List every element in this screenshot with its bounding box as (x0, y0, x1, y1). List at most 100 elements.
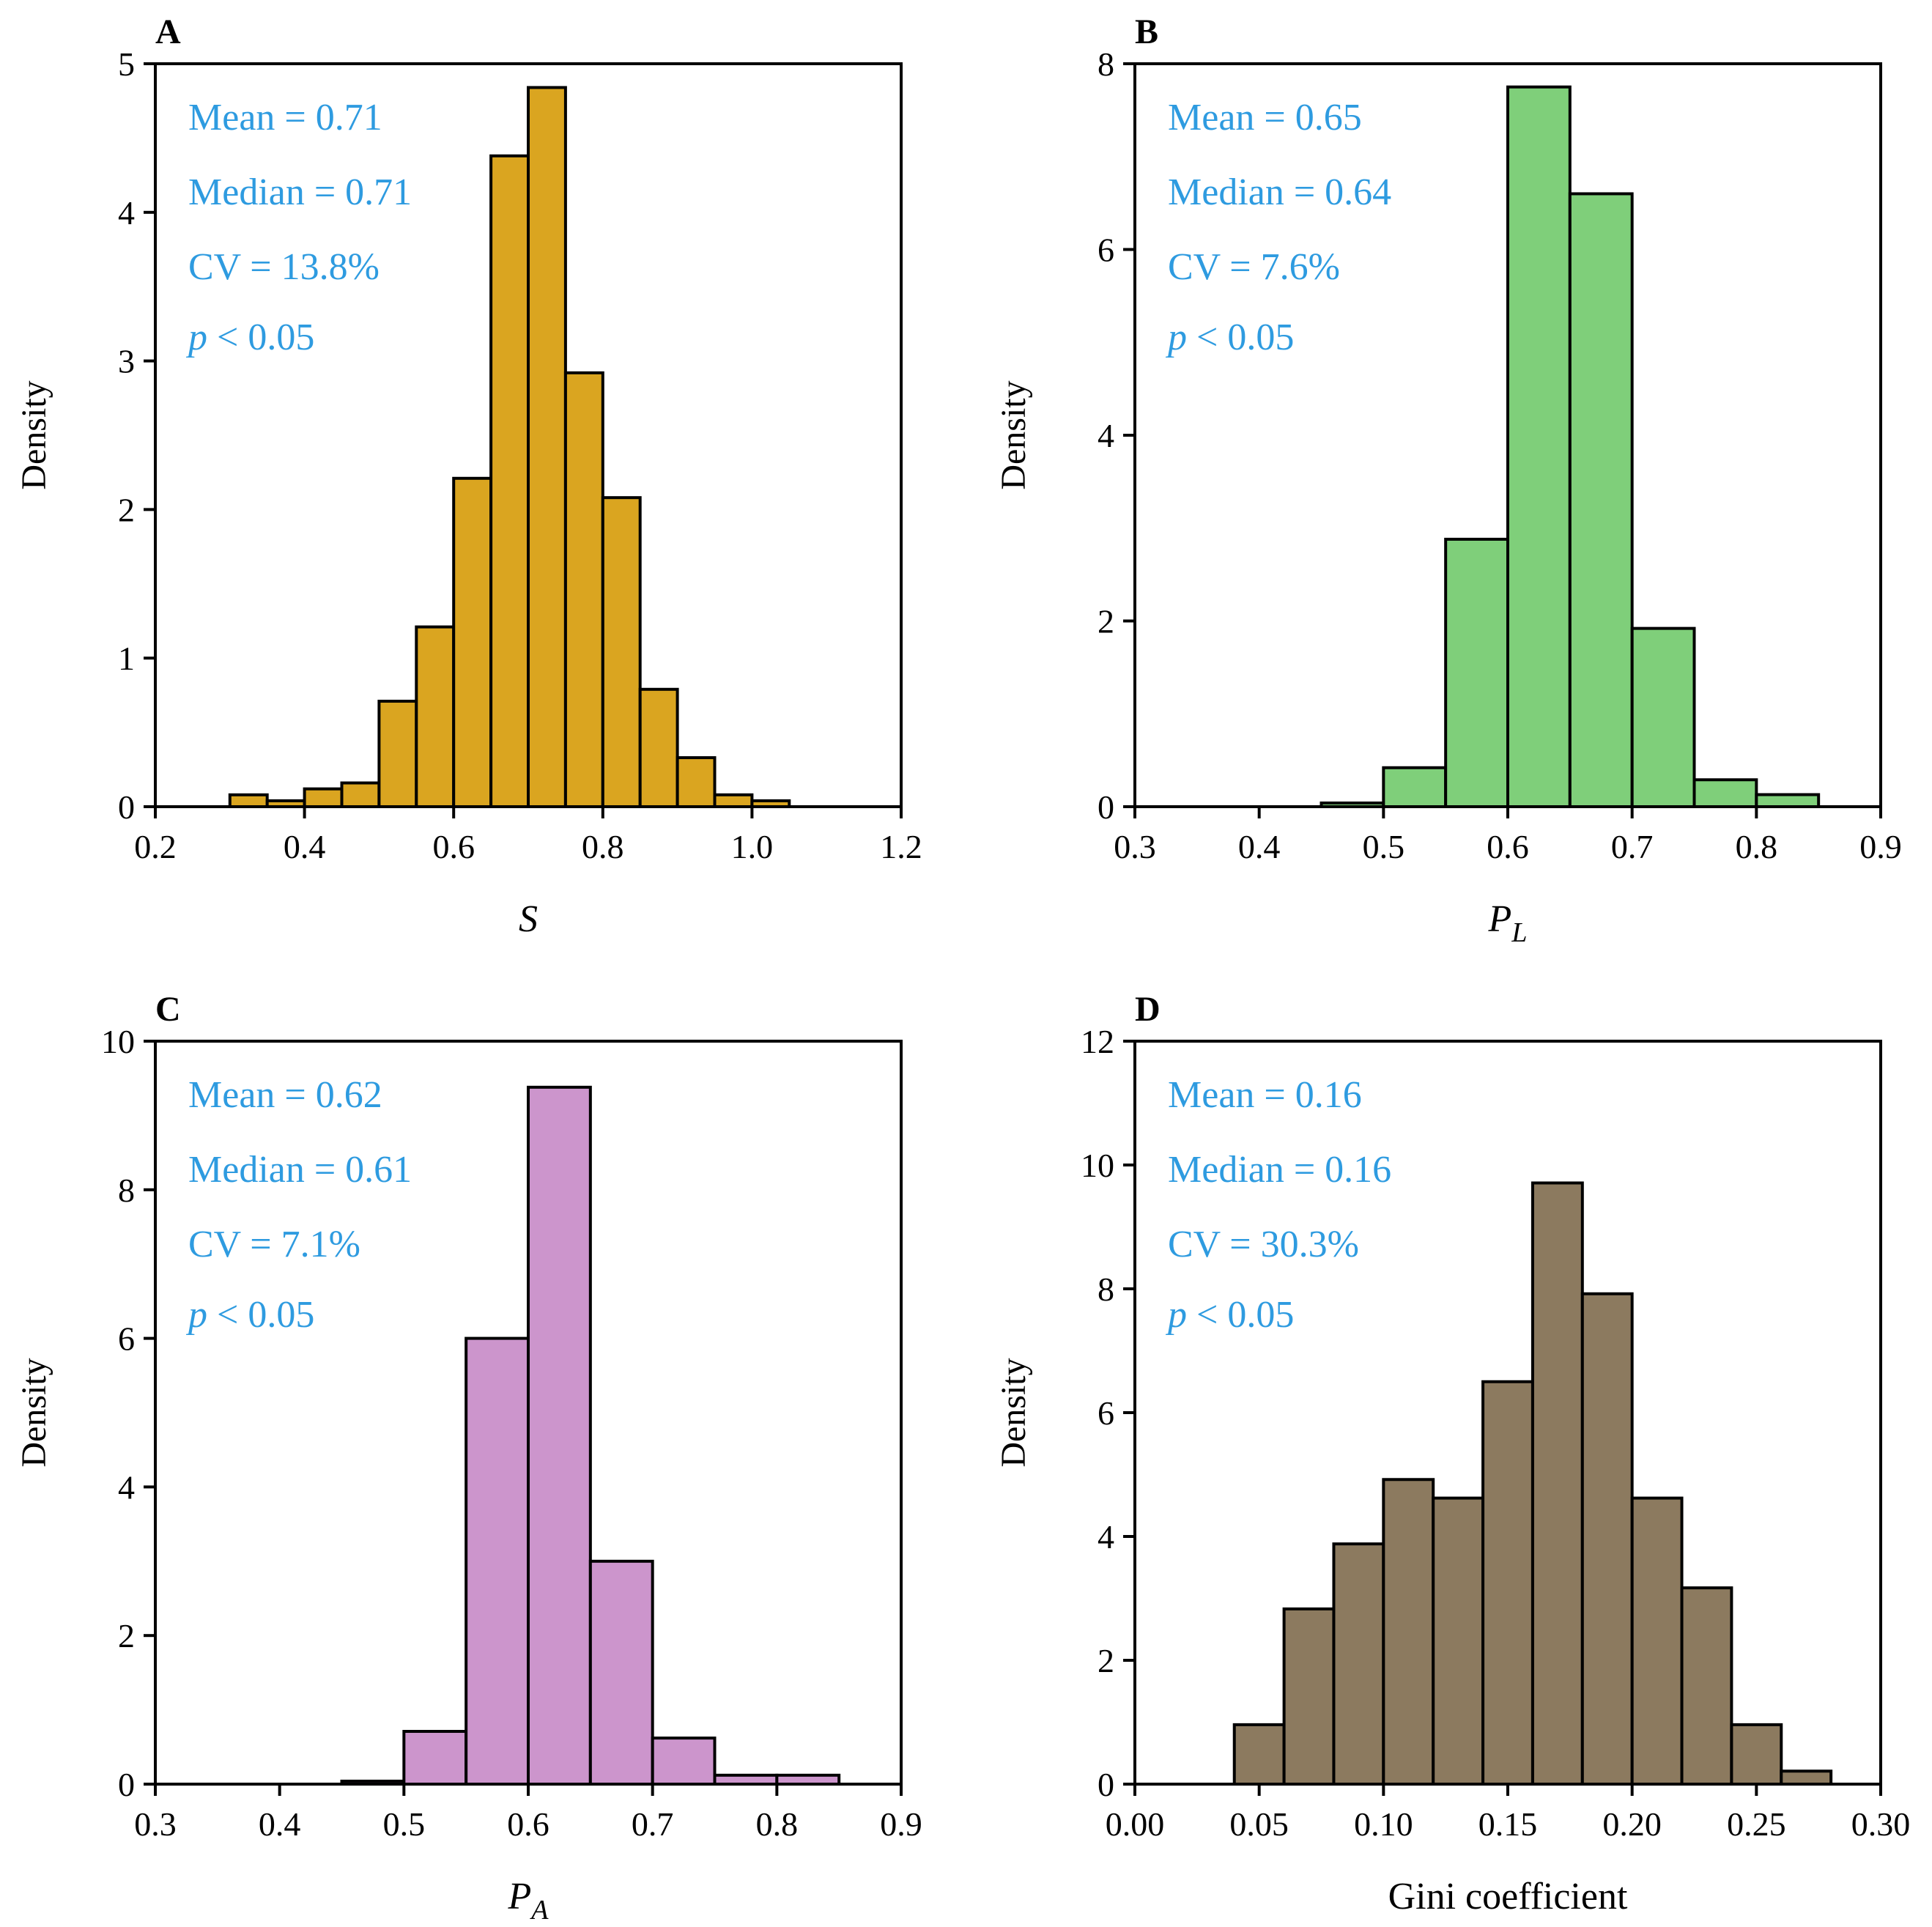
histogram-bar (1531, 1181, 1584, 1786)
x-tick-label: 0.8 (1736, 828, 1778, 865)
y-tick-label: 0 (118, 1766, 135, 1803)
x-tick-label: 0.30 (1851, 1805, 1911, 1843)
x-tick-label: 0.4 (284, 828, 326, 865)
x-tick-label: 0.6 (1487, 828, 1529, 865)
y-tick-label: 1 (118, 640, 135, 677)
x-tick-label: 0.9 (880, 1805, 922, 1843)
histogram-bar (1444, 537, 1509, 809)
panel-letter: A (155, 12, 181, 51)
y-tick-label: 0 (118, 788, 135, 826)
median-annotation: Median = 0.71 (188, 171, 412, 213)
x-tick-label: 0.9 (1859, 828, 1902, 865)
p-value-text: < 0.05 (207, 1294, 314, 1336)
median-annotation: Median = 0.64 (1168, 171, 1391, 213)
y-tick-label: 6 (118, 1320, 135, 1358)
panel-letter: B (1135, 12, 1158, 51)
x-tick-label: 0.15 (1478, 1805, 1538, 1843)
y-tick-label: 4 (1098, 1518, 1114, 1556)
y-tick-label: 4 (1098, 417, 1114, 454)
histogram-bar (651, 1736, 717, 1786)
panel-d: 0.00 0.05 0.10 0.15 0.20 0.25 0.30 0 2 4 6 8 10 12 Den… (994, 990, 1910, 1917)
histogram-bar (1692, 778, 1758, 809)
x-tick-label: 0.5 (1363, 828, 1405, 865)
y-tick-label: 2 (118, 1617, 135, 1654)
histogram-bar (303, 787, 344, 808)
panel-b: 0.3 0.4 0.5 0.6 0.7 0.8 0.9 0 2 4 6 8 Density PL B Mean… (994, 12, 1902, 948)
x-tick-label: 0.3 (1114, 828, 1156, 865)
x-axis-label: PL (1488, 898, 1528, 948)
histogram-bar (676, 756, 717, 809)
x-axis-subscript: A (529, 1895, 549, 1926)
histogram-bar (402, 1730, 468, 1786)
y-tick-label: 0 (1098, 1766, 1114, 1803)
p-value-annotation: p < 0.05 (185, 317, 314, 358)
p-value-annotation: p < 0.05 (1165, 317, 1294, 358)
p-value-symbol: p (1165, 1294, 1187, 1336)
y-tick-label: 4 (118, 194, 135, 232)
panel-letter: C (155, 990, 181, 1029)
p-value-text: < 0.05 (207, 317, 314, 358)
p-value-symbol: p (1165, 317, 1187, 358)
x-tick-label: 0.25 (1727, 1805, 1786, 1843)
mean-annotation: Mean = 0.65 (1168, 97, 1362, 138)
histogram-bar (1432, 1496, 1485, 1786)
histogram-bar (601, 496, 642, 809)
x-tick-label: 0.10 (1354, 1805, 1413, 1843)
histogram-bar (1730, 1723, 1783, 1786)
cv-annotation: CV = 7.6% (1168, 246, 1340, 288)
y-tick-label: 10 (101, 1023, 135, 1060)
y-tick-label: 6 (1098, 1394, 1114, 1432)
x-tick-label: 0.4 (259, 1805, 301, 1843)
histogram-bar (1630, 626, 1696, 809)
histogram-bar (1568, 192, 1634, 808)
y-tick-label: 3 (118, 343, 135, 380)
p-value-text: < 0.05 (1187, 1294, 1294, 1336)
histogram-bar (489, 154, 530, 808)
x-tick-label: 0.6 (432, 828, 475, 865)
x-tick-label: 0.5 (383, 1805, 426, 1843)
y-tick-label: 5 (118, 45, 135, 83)
y-axis-label: Density (994, 1358, 1033, 1467)
x-tick-label: 1.0 (731, 828, 774, 865)
histogram-bar (1780, 1769, 1833, 1786)
histogram-bar (1680, 1586, 1733, 1786)
y-tick-label: 8 (118, 1172, 135, 1209)
histogram-bar (1630, 1496, 1684, 1786)
histogram-bar (1755, 793, 1821, 808)
cv-annotation: CV = 30.3% (1168, 1224, 1359, 1265)
x-tick-label: 0.3 (134, 1805, 177, 1843)
p-value-symbol: p (185, 317, 207, 358)
y-tick-label: 6 (1098, 232, 1114, 269)
histogram-bar (415, 625, 456, 808)
x-tick-label: 0.05 (1229, 1805, 1289, 1843)
histogram-bar (465, 1336, 530, 1786)
histogram-bar (1481, 1380, 1534, 1786)
histogram-bar (1506, 85, 1572, 808)
y-axis-label: Density (994, 380, 1033, 489)
y-tick-label: 4 (118, 1468, 135, 1506)
panel-letter: D (1135, 990, 1161, 1029)
x-tick-label: 0.8 (582, 828, 624, 865)
y-tick-label: 0 (1098, 788, 1114, 826)
histogram-bar (340, 781, 381, 809)
cv-annotation: CV = 7.1% (188, 1224, 360, 1265)
histogram-bar (563, 371, 604, 809)
y-tick-label: 8 (1098, 45, 1114, 83)
x-tick-label: 0.20 (1602, 1805, 1662, 1843)
mean-annotation: Mean = 0.62 (188, 1074, 382, 1116)
panel-a: 0.2 0.4 0.6 0.8 1.0 1.2 0 1 2 3 4 5 Density S A Mean = … (15, 12, 922, 940)
histogram-bar (588, 1559, 654, 1786)
y-axis-label: Density (15, 1358, 53, 1467)
x-tick-label: 0.7 (632, 1805, 674, 1843)
histogram-bar (527, 86, 567, 808)
median-annotation: Median = 0.16 (1168, 1149, 1391, 1191)
p-value-annotation: p < 0.05 (1165, 1294, 1294, 1336)
median-annotation: Median = 0.61 (188, 1149, 412, 1191)
x-tick-label: 1.2 (880, 828, 922, 865)
histogram-bar (527, 1085, 592, 1786)
histogram-bar (1382, 1478, 1435, 1786)
mean-annotation: Mean = 0.71 (188, 97, 382, 138)
p-value-annotation: p < 0.05 (185, 1294, 314, 1336)
histogram-bar (1282, 1607, 1336, 1786)
